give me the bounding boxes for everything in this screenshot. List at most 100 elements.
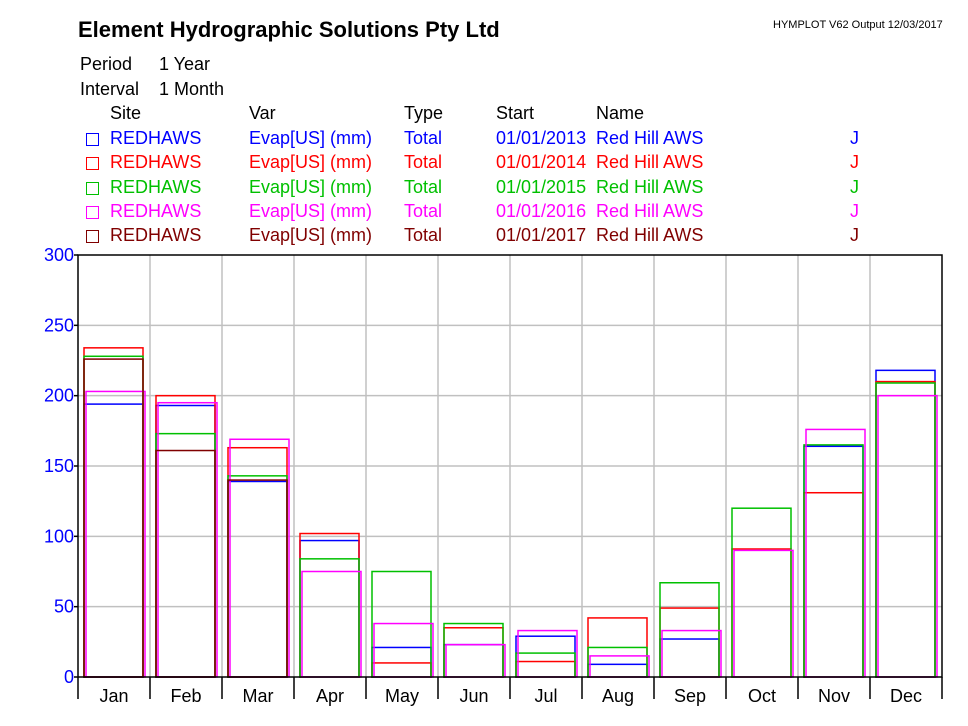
- bar-01-01-2016-sep: [661, 629, 722, 678]
- bar-01-01-2014-sep: [659, 607, 720, 678]
- bar-01-01-2013-jan: [83, 403, 144, 678]
- bar-01-01-2014-jan: [83, 347, 144, 678]
- bar-01-01-2016-feb: [157, 401, 218, 678]
- legend-flag: J: [850, 152, 859, 173]
- legend-name: Red Hill AWS: [596, 152, 704, 173]
- bar-01-01-2016-mar: [229, 438, 290, 678]
- bar-01-01-2016-jun: [445, 643, 506, 678]
- legend-site: REDHAWS: [110, 225, 202, 246]
- legend-type: Total: [404, 128, 443, 148]
- bar-01-01-2016-apr: [301, 570, 362, 678]
- legend-type: Total: [404, 225, 443, 246]
- legend-site: REDHAWS: [110, 200, 202, 221]
- bar-01-01-2014-jun: [443, 627, 504, 678]
- legend-swatch: [86, 181, 99, 195]
- y-tick-label: 250: [44, 315, 74, 335]
- legend-var: Evap[US] (mm): [249, 225, 373, 246]
- bar-01-01-2015-jul: [515, 652, 576, 678]
- x-tick-label: Mar: [243, 686, 274, 706]
- x-tick-label: Dec: [890, 686, 922, 706]
- legend-site: REDHAWS: [110, 176, 202, 197]
- x-tick-label: Jan: [99, 686, 128, 706]
- y-tick-label: 0: [64, 667, 74, 687]
- legend-start: 01/01/2015: [496, 176, 587, 197]
- x-tick-label: Apr: [316, 686, 344, 706]
- legend-var: Evap[US] (mm): [249, 200, 373, 221]
- legend-site: REDHAWS: [110, 128, 202, 148]
- legend-var: Evap[US] (mm): [249, 176, 373, 197]
- legend-swatch: [86, 133, 99, 146]
- bar-01-01-2013-dec: [875, 369, 936, 678]
- x-tick-label: Oct: [748, 686, 776, 706]
- legend-var: Evap[US] (mm): [249, 152, 373, 173]
- legend-swatch: [86, 157, 99, 171]
- bar-01-01-2014-dec: [875, 380, 936, 678]
- chart-title: Element Hydrographic Solutions Pty Ltd: [78, 17, 500, 42]
- bar-01-01-2015-jun: [443, 622, 504, 678]
- period-value: 1 Year: [159, 54, 211, 74]
- bar-01-01-2016-aug: [589, 655, 650, 678]
- bar-01-01-2015-aug: [587, 646, 648, 678]
- bar-01-01-2015-dec: [875, 382, 936, 678]
- bar-01-01-2016-oct: [733, 549, 794, 678]
- legend-header-var: Var: [249, 103, 276, 123]
- legend-flag: J: [850, 225, 859, 246]
- bar-01-01-2014-oct: [731, 548, 792, 678]
- bar-01-01-2015-feb: [155, 432, 216, 678]
- legend-header-name: Name: [596, 103, 645, 123]
- legend-flag: J: [850, 128, 859, 148]
- period-label: Period: [80, 54, 133, 74]
- y-tick-label: 100: [44, 526, 74, 546]
- x-tick-label: May: [385, 686, 419, 706]
- legend-start: 01/01/2014: [496, 152, 587, 173]
- bar-01-01-2014-jul: [515, 660, 576, 678]
- bar-01-01-2013-sep: [659, 638, 720, 678]
- legend-site: REDHAWS: [110, 152, 202, 173]
- version-output-stamp: HYMPLOT V62 Output 12/03/2017: [773, 19, 943, 31]
- x-tick-label: Aug: [602, 686, 634, 706]
- legend-start: 01/01/2013: [496, 128, 587, 148]
- interval-value: 1 Month: [159, 79, 225, 99]
- bar-01-01-2013-apr: [299, 539, 360, 678]
- bar-01-01-2014-may: [371, 662, 432, 678]
- bar-01-01-2014-nov: [803, 491, 864, 678]
- x-tick-label: Nov: [818, 686, 850, 706]
- legend-start: 01/01/2017: [496, 225, 587, 246]
- legend-type: Total: [404, 176, 443, 197]
- bar-01-01-2017-jan: [83, 358, 144, 678]
- legend-swatch: [86, 205, 99, 219]
- y-tick-label: 300: [44, 245, 74, 265]
- legend-flag: J: [850, 200, 859, 221]
- bar-01-01-2015-apr: [299, 558, 360, 678]
- bar-01-01-2013-aug: [587, 663, 648, 678]
- bar-01-01-2015-nov: [803, 444, 864, 678]
- y-tick-label: 150: [44, 456, 74, 476]
- legend-header-start: Start: [496, 103, 535, 123]
- legend-start: 01/01/2016: [496, 200, 587, 221]
- bar-01-01-2017-feb: [155, 449, 216, 678]
- legend-type: Total: [404, 152, 443, 173]
- interval-label: Interval: [80, 79, 140, 99]
- x-tick-label: Sep: [674, 686, 706, 706]
- bar-01-01-2013-feb: [155, 404, 216, 678]
- bar-01-01-2013-nov: [803, 445, 864, 678]
- y-tick-label: 50: [54, 597, 74, 617]
- y-tick-label: 200: [44, 386, 74, 406]
- bar-01-01-2014-apr: [299, 532, 360, 678]
- legend-var: Evap[US] (mm): [249, 128, 373, 148]
- bar-01-01-2017-mar: [227, 479, 288, 678]
- legend-header-type: Type: [404, 103, 444, 123]
- bar-01-01-2015-oct: [731, 507, 792, 678]
- bar-01-01-2016-may: [373, 622, 434, 678]
- bar-01-01-2013-jun: [443, 643, 504, 678]
- legend-name: Red Hill AWS: [596, 176, 704, 197]
- legend-name: Red Hill AWS: [596, 225, 704, 246]
- legend-flag: J: [850, 176, 859, 197]
- bar-01-01-2013-mar: [227, 480, 288, 678]
- x-tick-label: Feb: [170, 686, 201, 706]
- x-tick-label: Jul: [534, 686, 557, 706]
- legend-header-site: Site: [110, 103, 142, 123]
- legend-type: Total: [404, 200, 443, 221]
